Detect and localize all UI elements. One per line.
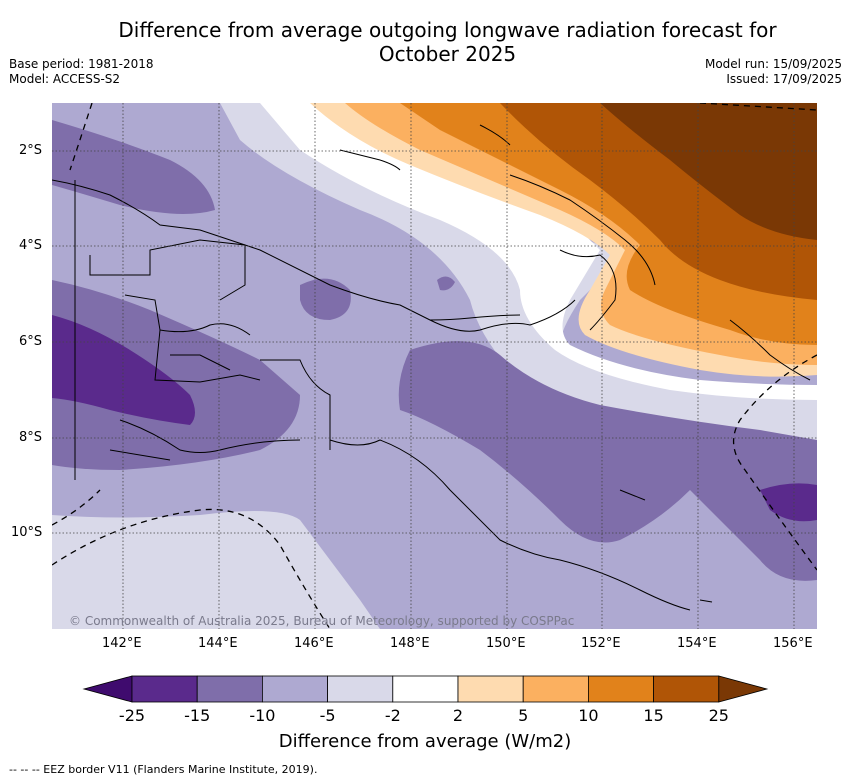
lon-label-146e: 146°E bbox=[294, 636, 334, 651]
field-pale-south bbox=[52, 511, 380, 629]
colorbar-label: Difference from average (W/m2) bbox=[278, 731, 572, 752]
lat-label-6s: 6°S bbox=[19, 334, 43, 349]
colorbar-tick-label: 25 bbox=[708, 706, 729, 725]
model-run: Model run: 15/09/2025 bbox=[704, 57, 842, 71]
lat-label-2s: 2°S bbox=[19, 143, 43, 158]
colorbar bbox=[82, 675, 769, 703]
lon-label-152e: 152°E bbox=[581, 636, 621, 651]
lon-label-148e: 148°E bbox=[390, 636, 430, 651]
colorbar-tick-label: 5 bbox=[518, 706, 529, 725]
colorbar-extend-low bbox=[82, 675, 133, 703]
lon-label-142e: 142°E bbox=[102, 636, 142, 651]
field-dark-brown bbox=[600, 103, 817, 240]
colorbar-swatch bbox=[196, 675, 263, 703]
colorbar-swatch bbox=[261, 675, 328, 703]
colorbar-swatch bbox=[588, 675, 655, 703]
colorbar-swatch bbox=[327, 675, 394, 703]
colorbar-extend-high bbox=[718, 675, 769, 703]
issued-date: Issued: 17/09/2025 bbox=[726, 72, 842, 86]
colorbar-tick-label: -25 bbox=[118, 706, 146, 725]
lon-label-154e: 154°E bbox=[677, 636, 717, 651]
eez-legend-note: -- -- -- EEZ border V11 (Flanders Marine… bbox=[9, 763, 318, 776]
base-info: Base period: 1981-2018 Model: ACCESS-S2 bbox=[9, 57, 154, 87]
colorbar-swatch bbox=[653, 675, 720, 703]
run-info: Model run: 15/09/2025 Issued: 17/09/2025 bbox=[705, 57, 842, 87]
colorbar-tick-label: 10 bbox=[578, 706, 599, 725]
field-deep-purple-east bbox=[760, 483, 817, 522]
colorbar-tick-label: -15 bbox=[184, 706, 211, 725]
colorbar-swatch bbox=[131, 675, 198, 703]
colorbar-swatch bbox=[457, 675, 524, 703]
lat-label-4s: 4°S bbox=[19, 238, 43, 253]
field-purple-southwest bbox=[52, 280, 300, 470]
copyright-notice: © Commonwealth of Australia 2025, Bureau… bbox=[69, 614, 575, 628]
colorbar-swatch bbox=[522, 675, 589, 703]
coastlines bbox=[52, 124, 811, 611]
field-purple-small bbox=[300, 278, 351, 320]
map-area bbox=[52, 103, 817, 629]
lat-label-10s: 10°S bbox=[11, 525, 43, 540]
field-deep-purple-west bbox=[52, 315, 195, 425]
lon-label-144e: 144°E bbox=[198, 636, 238, 651]
field-purple-west-top bbox=[52, 120, 215, 214]
colorbar-tick-label: 15 bbox=[643, 706, 664, 725]
colorbar-tick-label: -2 bbox=[384, 706, 401, 725]
colorbar-tick-label: -5 bbox=[319, 706, 336, 725]
map-title: Difference from average outgoing longwav… bbox=[118, 18, 777, 66]
field-purple-central bbox=[398, 341, 817, 581]
base-period: Base period: 1981-2018 bbox=[9, 57, 154, 71]
colorbar-tick-label: -10 bbox=[249, 706, 276, 725]
lon-label-156e: 156°E bbox=[773, 636, 813, 651]
field-purple-dot bbox=[437, 276, 455, 291]
model-name: Model: ACCESS-S2 bbox=[9, 72, 121, 86]
colorbar-swatch bbox=[392, 675, 459, 703]
lon-label-150e: 150°E bbox=[486, 636, 526, 651]
lat-label-8s: 8°S bbox=[19, 430, 43, 445]
graticule bbox=[52, 103, 817, 629]
field-white-band bbox=[260, 103, 817, 400]
colorbar-tick-label: 2 bbox=[452, 706, 464, 725]
